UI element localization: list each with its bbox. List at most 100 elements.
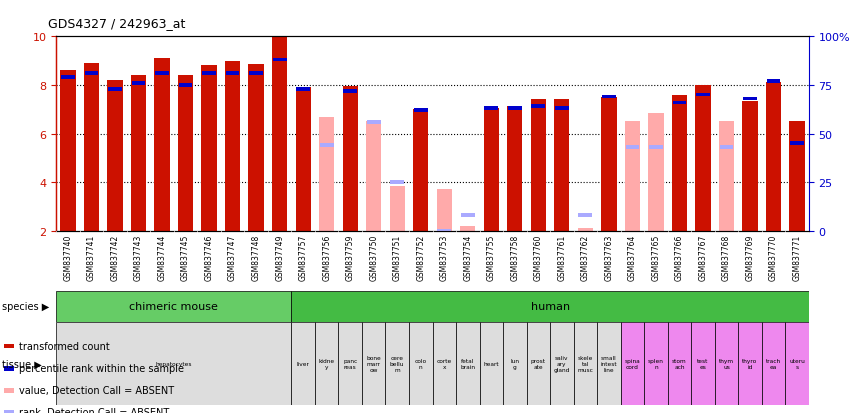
Bar <box>225 62 240 231</box>
Bar <box>550 322 573 405</box>
Bar <box>673 101 686 105</box>
Bar <box>790 142 804 146</box>
Bar <box>438 230 452 233</box>
Text: GSM837756: GSM837756 <box>322 234 331 280</box>
Bar <box>766 80 780 84</box>
Bar <box>56 322 292 405</box>
Text: GSM837758: GSM837758 <box>510 234 519 280</box>
Text: corte
x: corte x <box>437 358 452 369</box>
Bar <box>297 88 310 91</box>
Bar <box>785 322 809 405</box>
Bar <box>762 322 785 405</box>
Text: species ▶: species ▶ <box>2 301 49 312</box>
Bar <box>432 322 456 405</box>
Text: GSM837744: GSM837744 <box>157 234 167 280</box>
Bar <box>601 98 617 231</box>
Bar <box>503 322 527 405</box>
Text: GSM837771: GSM837771 <box>792 234 802 280</box>
Bar <box>766 83 781 231</box>
Text: GSM837765: GSM837765 <box>651 234 660 280</box>
Text: GDS4327 / 242963_at: GDS4327 / 242963_at <box>48 17 185 29</box>
Bar <box>155 59 170 231</box>
Bar <box>4 344 14 349</box>
Bar <box>460 226 476 231</box>
Bar <box>367 121 381 124</box>
Text: hepatocytes: hepatocytes <box>156 361 192 366</box>
Text: rank, Detection Call = ABSENT: rank, Detection Call = ABSENT <box>19 407 169 413</box>
Bar <box>625 122 640 231</box>
Bar <box>131 76 146 231</box>
Bar <box>714 322 738 405</box>
Bar <box>389 186 405 231</box>
Bar <box>456 322 479 405</box>
Bar <box>508 107 522 111</box>
Bar <box>61 76 75 80</box>
Bar <box>178 76 193 231</box>
Text: trach
ea: trach ea <box>766 358 781 369</box>
Bar <box>719 122 734 231</box>
Text: prost
ate: prost ate <box>531 358 546 369</box>
Bar <box>272 37 287 231</box>
Text: fetal
brain: fetal brain <box>460 358 475 369</box>
Bar <box>248 65 264 231</box>
Text: GSM837752: GSM837752 <box>416 234 426 280</box>
Bar <box>315 322 338 405</box>
Text: GSM837745: GSM837745 <box>181 234 190 280</box>
Bar <box>61 71 75 231</box>
Bar <box>625 146 639 150</box>
Text: test
es: test es <box>697 358 708 369</box>
Bar <box>362 322 386 405</box>
Text: GSM837742: GSM837742 <box>111 234 119 280</box>
Text: cere
bellu
m: cere bellu m <box>390 355 405 372</box>
Text: splen
n: splen n <box>648 358 663 369</box>
Text: small
intest
line: small intest line <box>600 355 618 372</box>
Bar <box>484 107 498 111</box>
Text: GSM837763: GSM837763 <box>605 234 613 280</box>
Bar <box>479 322 503 405</box>
Text: stom
ach: stom ach <box>672 358 687 369</box>
Text: GSM837757: GSM837757 <box>298 234 308 280</box>
Text: skele
tal
musc: skele tal musc <box>578 355 593 372</box>
Bar <box>292 322 315 405</box>
Text: GSM837761: GSM837761 <box>557 234 567 280</box>
Bar <box>226 72 240 76</box>
Bar <box>131 82 145 85</box>
Bar <box>249 72 263 76</box>
Text: GSM837762: GSM837762 <box>581 234 590 280</box>
Bar <box>343 87 358 231</box>
Bar <box>573 322 597 405</box>
Text: GSM837770: GSM837770 <box>769 234 778 280</box>
Bar <box>461 214 475 218</box>
Bar <box>202 66 217 231</box>
Text: GSM837746: GSM837746 <box>205 234 214 280</box>
Bar <box>409 322 432 405</box>
Text: GSM837743: GSM837743 <box>134 234 143 280</box>
Text: human: human <box>530 301 570 312</box>
Bar <box>4 366 14 370</box>
Bar <box>738 322 762 405</box>
Bar <box>554 100 569 231</box>
Bar <box>413 109 427 113</box>
Text: bone
marr
ow: bone marr ow <box>367 355 381 372</box>
Text: GSM837760: GSM837760 <box>534 234 543 280</box>
Bar <box>555 107 568 111</box>
Text: GSM837764: GSM837764 <box>628 234 637 280</box>
Bar <box>578 229 593 231</box>
Bar <box>742 102 758 231</box>
Bar <box>527 322 550 405</box>
Text: value, Detection Call = ABSENT: value, Detection Call = ABSENT <box>19 385 174 395</box>
Bar <box>648 114 663 231</box>
Bar <box>437 190 452 231</box>
Text: heart: heart <box>484 361 499 366</box>
Bar <box>531 105 545 109</box>
Bar <box>597 322 620 405</box>
Text: liver: liver <box>297 361 310 366</box>
Bar <box>743 97 757 101</box>
Bar <box>84 64 99 231</box>
Text: thyro
id: thyro id <box>742 358 758 369</box>
Bar <box>413 110 428 231</box>
Text: kidne
y: kidne y <box>318 358 335 369</box>
Bar <box>531 100 546 231</box>
Bar <box>108 88 122 91</box>
Text: lun
g: lun g <box>510 358 519 369</box>
